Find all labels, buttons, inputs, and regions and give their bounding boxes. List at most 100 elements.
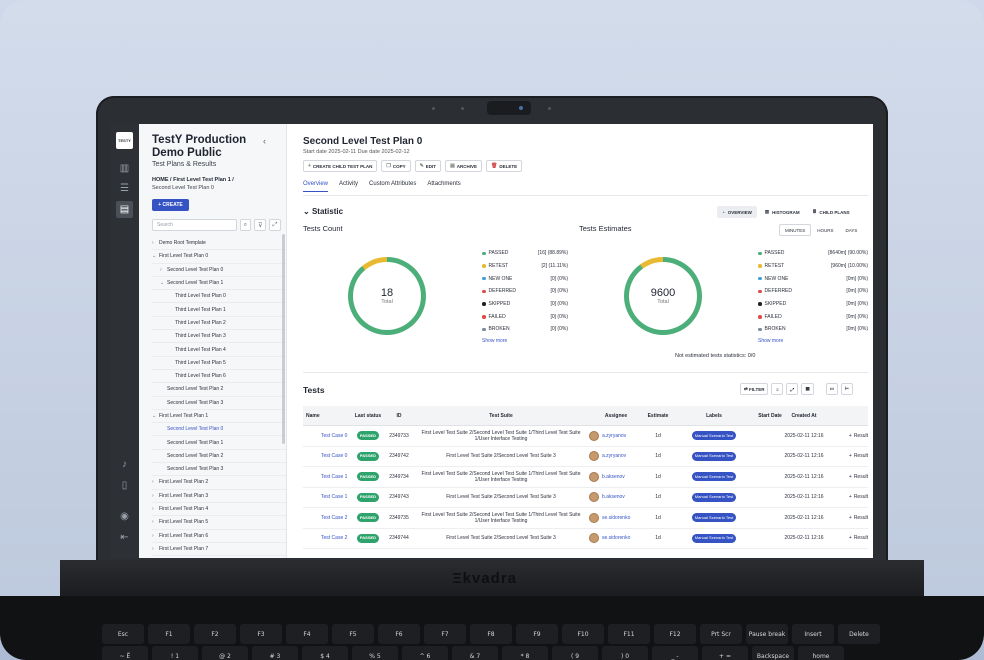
tab-custom-attributes[interactable]: Custom Attributes bbox=[369, 181, 417, 187]
column-header[interactable]: Labels bbox=[706, 412, 722, 419]
tree-item[interactable]: › First Level Test Plan 7 bbox=[152, 543, 286, 557]
table-row[interactable]: Test Case 2 PASSED 2349744 First Level Test… bbox=[303, 529, 868, 549]
expand-icon[interactable]: ⤢ bbox=[269, 219, 281, 231]
tree-item[interactable]: Third Level Test Plan 3 bbox=[152, 330, 286, 344]
table-row[interactable]: Test Case 1 PASSED 2349743 First Level Test… bbox=[303, 488, 868, 508]
tree-item[interactable]: › First Level Test Plan 6 bbox=[152, 530, 286, 543]
tree-item[interactable]: Second Level Test Plan 2 bbox=[152, 450, 286, 464]
chevron-icon[interactable]: ⌄ bbox=[152, 413, 157, 419]
tree-view-icon[interactable]: ⊢ bbox=[840, 383, 853, 395]
test-name-link[interactable]: Test Case 1 bbox=[321, 494, 348, 501]
tree-item[interactable]: Second Level Test Plan 0 bbox=[152, 423, 286, 437]
view-histogram[interactable]: ▥ HISTOGRAM bbox=[760, 206, 805, 218]
filter-icon[interactable]: ⊽ bbox=[254, 219, 267, 231]
column-header[interactable]: Last status bbox=[354, 412, 382, 419]
column-header[interactable]: ID bbox=[396, 412, 402, 419]
unit-days[interactable]: DAYS bbox=[845, 227, 858, 233]
test-name-link[interactable]: Test Case 2 bbox=[321, 514, 348, 521]
chevron-icon[interactable]: ⌄ bbox=[152, 253, 157, 260]
add-result-button[interactable]: + Result bbox=[825, 453, 868, 459]
copy-button[interactable]: ❐ COPY bbox=[381, 160, 411, 172]
tree-item[interactable]: › First Level Test Plan 3 bbox=[152, 490, 286, 503]
view-child-plans[interactable]: ≣ CHILD PLANS bbox=[808, 206, 855, 218]
sort-icon[interactable]: ≡ bbox=[771, 383, 784, 395]
assignee-cell[interactable]: b.aksenov bbox=[587, 471, 645, 482]
collapse-panel-icon[interactable]: ‹ bbox=[263, 136, 266, 146]
app-logo[interactable]: TESTY bbox=[116, 132, 133, 149]
tree-item[interactable]: ⌄ First Level Test Plan 0 bbox=[152, 250, 286, 264]
tree-item[interactable]: Second Level Test Plan 3 bbox=[152, 463, 286, 477]
tree-item[interactable]: Second Level Test Plan 1 bbox=[152, 436, 286, 450]
tree-item[interactable]: Third Level Test Plan 4 bbox=[152, 343, 286, 357]
column-header[interactable]: Estimate bbox=[647, 412, 669, 419]
columns-icon[interactable]: ▦ bbox=[801, 383, 814, 395]
search-input[interactable]: Search bbox=[152, 219, 237, 231]
test-name-link[interactable]: Test Case 0 bbox=[321, 432, 348, 439]
assignee-cell[interactable]: b.aksenov bbox=[587, 492, 645, 503]
unit-hours[interactable]: HOURS bbox=[817, 227, 834, 233]
chevron-icon[interactable]: › bbox=[152, 240, 154, 247]
show-more-link[interactable]: Show more bbox=[482, 337, 508, 344]
list-view-icon[interactable]: ▭ bbox=[825, 383, 838, 395]
book-icon[interactable]: ▯ bbox=[121, 480, 128, 491]
add-result-button[interactable]: + Result bbox=[825, 535, 868, 541]
create-child-test-plan-button[interactable]: + CREATE CHILD TEST PLAN bbox=[303, 160, 378, 172]
chevron-icon[interactable]: › bbox=[160, 266, 162, 273]
tree-item[interactable]: › Second Level Test Plan 0 bbox=[152, 264, 286, 277]
table-row[interactable]: Test Case 0 PASSED 2349742 First Level Test… bbox=[303, 447, 868, 467]
tree-scrollbar[interactable] bbox=[282, 234, 285, 444]
view-overview[interactable]: ◔ OVERVIEW bbox=[717, 206, 757, 218]
bell-icon[interactable]: ♪ bbox=[122, 459, 127, 470]
create-button[interactable]: + CREATE bbox=[152, 199, 189, 211]
filter-button[interactable]: ⇄ FILTER bbox=[740, 383, 769, 395]
logout-icon[interactable]: ⇤ bbox=[120, 532, 129, 543]
chevron-icon[interactable]: ⌄ bbox=[160, 280, 165, 287]
show-more-link[interactable]: Show more bbox=[758, 337, 784, 344]
add-result-button[interactable]: + Result bbox=[825, 494, 868, 500]
chevron-icon[interactable]: › bbox=[152, 545, 154, 552]
list-icon[interactable]: ☰ bbox=[120, 183, 129, 194]
test-plans-icon[interactable]: ▤ bbox=[116, 201, 133, 218]
assignee-cell[interactable]: se.sidorenko bbox=[587, 512, 645, 523]
tree-item[interactable]: ⌄ First Level Test Plan 1 bbox=[152, 410, 286, 424]
tree-item[interactable]: Third Level Test Plan 1 bbox=[152, 303, 286, 317]
tree-item[interactable]: Second Level Test Plan 3 bbox=[152, 397, 286, 410]
add-result-button[interactable]: + Result bbox=[825, 433, 868, 439]
assignee-cell[interactable]: a.zyryanov bbox=[587, 430, 645, 441]
tree-item[interactable]: Third Level Test Plan 2 bbox=[152, 317, 286, 331]
tab-attachments[interactable]: Attachments bbox=[427, 181, 461, 187]
breadcrumb[interactable]: HOME / First Level Test Plan 1 / bbox=[152, 177, 234, 183]
chevron-icon[interactable]: › bbox=[152, 479, 154, 486]
test-name-link[interactable]: Test Case 1 bbox=[321, 473, 348, 480]
table-row[interactable]: Test Case 0 PASSED 2349733 First Level Test… bbox=[303, 426, 868, 447]
archive-button[interactable]: ▤ ARCHIVE bbox=[445, 160, 483, 172]
column-header[interactable]: Assignee bbox=[604, 412, 628, 419]
unit-minutes[interactable]: MINUTES bbox=[779, 224, 812, 236]
assignee-cell[interactable]: a.zyryanov bbox=[587, 451, 645, 462]
test-name-link[interactable]: Test Case 0 bbox=[321, 453, 348, 460]
add-result-button[interactable]: + Result bbox=[825, 515, 868, 521]
tree-item[interactable]: ⌄ Second Level Test Plan 1 bbox=[152, 277, 286, 291]
delete-button[interactable]: 🗑 DELETE bbox=[486, 160, 523, 172]
table-row[interactable]: Test Case 2 PASSED 2349735 First Level Test… bbox=[303, 508, 868, 529]
tree-item[interactable]: › First Level Test Plan 5 bbox=[152, 516, 286, 530]
tab-overview[interactable]: Overview bbox=[303, 181, 329, 192]
tree-item[interactable]: › First Level Test Plan 2 bbox=[152, 476, 286, 490]
expand-icon[interactable]: ⤢ bbox=[786, 383, 799, 395]
search-icon[interactable]: ⌕ bbox=[239, 219, 252, 231]
tree-item[interactable]: › First Level Test Plan 4 bbox=[152, 503, 286, 517]
tree-item[interactable]: › Demo Root Template bbox=[152, 237, 286, 251]
tree-item[interactable]: Third Level Test Plan 5 bbox=[152, 357, 286, 370]
user-icon[interactable]: ◉ bbox=[120, 511, 129, 522]
statistic-heading[interactable]: ⌄ Statistic bbox=[303, 207, 344, 216]
chevron-icon[interactable]: › bbox=[152, 519, 154, 526]
tree-item[interactable]: Second Level Test Plan 2 bbox=[152, 383, 286, 397]
column-header[interactable]: Name bbox=[306, 412, 320, 419]
table-row[interactable]: Test Case 1 PASSED 2349734 First Level Test… bbox=[303, 467, 868, 488]
assignee-cell[interactable]: se.sidorenko bbox=[587, 533, 645, 544]
tree-item[interactable]: Third Level Test Plan 0 bbox=[152, 290, 286, 304]
edit-button[interactable]: ✎ EDIT bbox=[414, 160, 442, 172]
column-header[interactable]: Start Date bbox=[758, 412, 782, 419]
column-header[interactable]: Test Suite bbox=[489, 412, 513, 419]
chevron-icon[interactable]: › bbox=[152, 492, 154, 499]
